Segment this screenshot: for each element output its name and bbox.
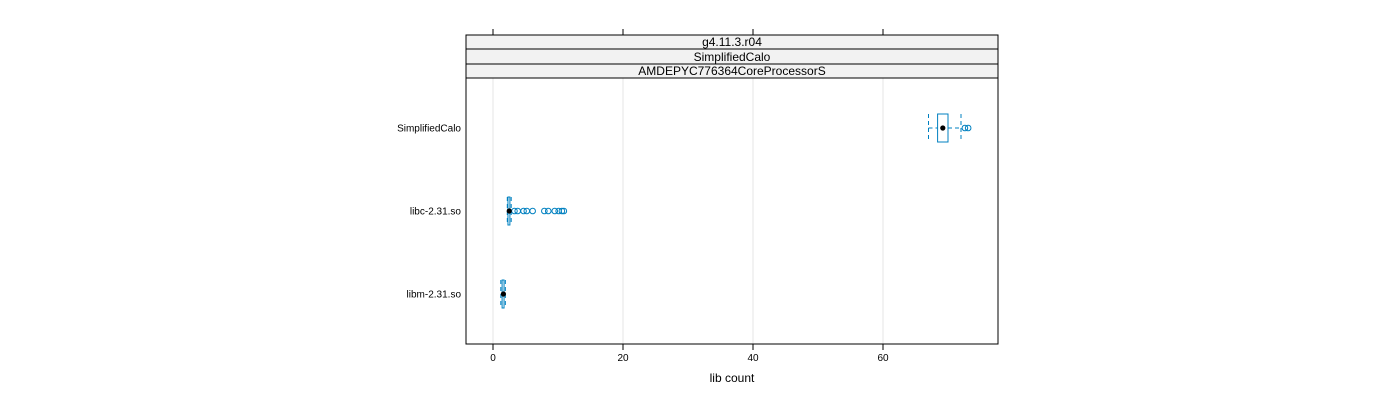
outlier-point (529, 207, 536, 215)
box-iqr (937, 113, 949, 143)
box-1 (506, 196, 568, 226)
grid-lines (492, 78, 884, 344)
plot-panel-border (465, 77, 999, 345)
outlier-point (551, 207, 559, 215)
strip-1-label: g4.11.3.r04 (702, 35, 762, 49)
strip-headers: g4.11.3.r04 SimplifiedCalo AMDEPYC776364… (465, 34, 999, 79)
box-0 (928, 113, 972, 143)
top-axis-ticks (492, 29, 884, 35)
x-tick-label-20: 20 (617, 353, 629, 364)
x-tick-label-0: 0 (490, 353, 496, 364)
boxes (500, 113, 972, 309)
strip-2-label: SimplifiedCalo (694, 50, 771, 64)
strip-3-label: AMDEPYC776364CoreProcessorS (638, 64, 825, 78)
outlier-point (541, 207, 548, 215)
x-tick-label-40: 40 (747, 353, 759, 364)
median-dot (506, 208, 512, 214)
outlier-point (560, 207, 568, 215)
outlier-point (558, 207, 566, 215)
y-tick-label-1: libc-2.31.so (410, 207, 462, 218)
box-2 (500, 279, 506, 309)
median-dot (940, 125, 946, 131)
outlier-point (520, 207, 527, 215)
y-axis-labels: SimplifiedCalo libc-2.31.so libm-2.31.so (397, 124, 461, 301)
x-axis: 0 20 40 60 (490, 344, 889, 364)
outlier-point (961, 124, 969, 132)
outlier-point (544, 207, 552, 215)
y-tick-label-2: libm-2.31.so (407, 290, 462, 301)
x-axis-title: lib count (710, 371, 755, 385)
y-tick-label-0: SimplifiedCalo (397, 124, 461, 135)
x-tick-label-60: 60 (877, 353, 889, 364)
outlier-point (964, 124, 972, 132)
median-dot (500, 291, 506, 297)
